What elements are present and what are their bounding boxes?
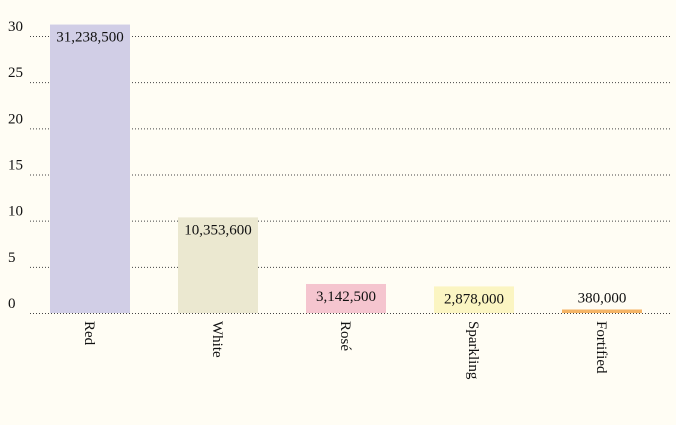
- y-tick-label: 15: [8, 158, 23, 174]
- x-tick-label: Rosé: [337, 321, 353, 351]
- bar: [306, 283, 386, 313]
- bar: [50, 24, 130, 314]
- y-tick-label: 20: [8, 111, 23, 127]
- x-tick-label: Red: [81, 321, 97, 346]
- x-tick-label: Sparkling: [465, 321, 481, 380]
- y-tick-label: 10: [8, 204, 23, 220]
- bar: [434, 286, 514, 313]
- value-label: 10,353,600: [184, 222, 252, 238]
- x-tick-label: Fortified: [593, 321, 609, 374]
- x-tick-label: White: [209, 321, 225, 358]
- y-tick-label: 25: [8, 65, 23, 81]
- y-tick-label: 0: [8, 296, 16, 312]
- value-label: 380,000: [578, 290, 627, 306]
- value-label: 31,238,500: [56, 30, 124, 46]
- bar: [178, 217, 258, 313]
- y-tick-label: 30: [8, 19, 23, 35]
- bar: [562, 309, 642, 313]
- value-label: 2,878,000: [444, 291, 504, 307]
- value-label: 3,142,500: [316, 289, 376, 305]
- y-tick-label: 5: [8, 250, 16, 266]
